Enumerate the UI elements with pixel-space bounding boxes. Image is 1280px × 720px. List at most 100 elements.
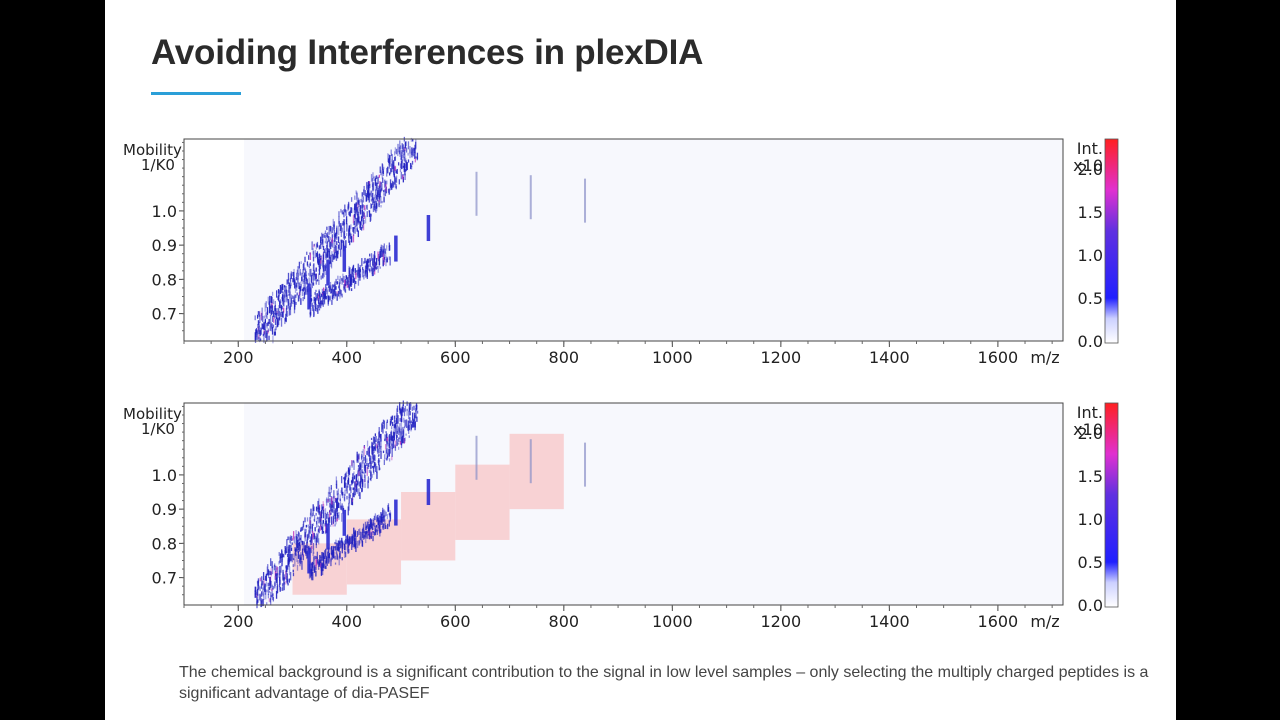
ion-signal bbox=[320, 509, 323, 519]
ion-signal bbox=[387, 448, 389, 456]
ion-signal bbox=[383, 191, 385, 195]
ion-signal bbox=[393, 415, 396, 423]
ion-signal bbox=[316, 293, 318, 299]
ion-signal bbox=[340, 226, 342, 230]
ion-signal bbox=[375, 189, 377, 195]
ion-signal bbox=[362, 196, 365, 203]
ion-signal bbox=[390, 183, 393, 188]
ion-signal bbox=[327, 295, 330, 303]
ion-signal bbox=[306, 551, 308, 559]
ion-signal bbox=[346, 495, 348, 500]
ion-signal bbox=[360, 472, 362, 481]
ion-signal bbox=[354, 212, 356, 220]
ion-signal bbox=[338, 511, 340, 520]
ion-signal bbox=[383, 243, 385, 250]
ion-signal bbox=[288, 282, 290, 286]
ion-signal bbox=[390, 438, 392, 446]
ion-signal bbox=[330, 524, 332, 527]
ion-signal bbox=[312, 257, 315, 262]
ion-signal bbox=[351, 267, 354, 271]
ion-signal bbox=[259, 577, 261, 582]
ion-signal bbox=[330, 289, 333, 294]
ion-signal bbox=[323, 296, 325, 303]
ion-signal bbox=[298, 538, 300, 545]
ion-signal bbox=[404, 437, 406, 443]
ion-signal bbox=[319, 244, 322, 249]
ion-signal bbox=[271, 561, 273, 569]
ion-signal bbox=[400, 408, 402, 415]
ion-signal bbox=[296, 269, 299, 274]
ion-signal bbox=[360, 198, 362, 203]
ion-signal bbox=[369, 457, 371, 464]
ion-signal bbox=[354, 481, 356, 487]
ion-signal bbox=[370, 213, 372, 221]
ion-signal bbox=[404, 173, 406, 181]
ion-signal bbox=[366, 211, 368, 218]
ion-signal bbox=[387, 188, 390, 193]
ion-signal bbox=[285, 550, 288, 554]
ion-signal bbox=[380, 529, 382, 533]
x-tick-label: 600 bbox=[440, 348, 471, 367]
ion-signal bbox=[345, 539, 347, 545]
ion-signal bbox=[387, 503, 390, 511]
ion-signal bbox=[306, 517, 309, 522]
ion-signal bbox=[394, 179, 397, 188]
ion-signal bbox=[357, 203, 359, 209]
plot-background-left bbox=[184, 139, 244, 341]
ion-signal bbox=[389, 512, 391, 518]
ion-signal bbox=[314, 292, 316, 295]
ion-signal bbox=[287, 272, 290, 281]
ion-signal bbox=[262, 587, 264, 595]
ion-signal bbox=[379, 467, 381, 471]
ion-signal bbox=[291, 542, 293, 545]
ion-signal bbox=[329, 510, 331, 513]
ion-signal bbox=[323, 268, 325, 272]
ion-signal bbox=[344, 204, 346, 212]
ion-signal bbox=[372, 258, 374, 266]
ion-signal bbox=[409, 149, 411, 159]
ion-signal bbox=[333, 288, 336, 296]
ion-signal bbox=[416, 152, 419, 160]
ion-signal bbox=[312, 571, 314, 581]
ion-signal bbox=[290, 294, 292, 304]
ion-signal bbox=[275, 590, 278, 599]
isolation-window bbox=[509, 433, 564, 510]
ion-signal bbox=[384, 188, 387, 197]
ion-signal bbox=[363, 456, 365, 461]
ion-signal bbox=[377, 200, 380, 207]
ion-signal bbox=[378, 448, 380, 453]
ion-signal bbox=[369, 260, 371, 267]
ion-signal bbox=[372, 192, 374, 201]
ion-signal bbox=[378, 460, 381, 463]
ion-signal bbox=[285, 316, 287, 321]
ion-signal bbox=[342, 212, 344, 215]
ion-signal bbox=[389, 446, 391, 454]
ion-signal bbox=[372, 268, 374, 276]
ion-signal bbox=[330, 504, 332, 509]
ion-signal bbox=[315, 273, 317, 280]
ion-signal bbox=[260, 312, 263, 320]
ion-signal bbox=[286, 305, 288, 310]
ion-signal bbox=[361, 209, 364, 219]
ion-signal bbox=[403, 438, 405, 444]
ion-signal bbox=[363, 261, 365, 264]
ion-signal bbox=[312, 248, 314, 255]
ion-signal bbox=[369, 268, 371, 272]
ion-signal bbox=[315, 289, 317, 293]
ion-signal bbox=[287, 290, 289, 296]
ion-signal bbox=[304, 517, 306, 523]
ion-signal bbox=[326, 511, 329, 515]
ion-signal bbox=[330, 260, 332, 268]
ion-signal bbox=[354, 195, 356, 200]
ion-signal bbox=[326, 291, 328, 295]
ion-signal bbox=[400, 153, 403, 161]
ion-signal bbox=[260, 593, 263, 597]
ion-signal bbox=[346, 223, 348, 232]
ion-signal bbox=[266, 307, 269, 316]
ion-signal bbox=[336, 501, 338, 510]
ion-signal bbox=[266, 325, 268, 329]
heatmap-bottom-svg: 200 400 600 800 1000 1200 1400 1600 m/z0.70.80.9… bbox=[123, 400, 1119, 631]
ion-signal bbox=[304, 528, 306, 538]
ion-signal bbox=[402, 165, 404, 168]
ion-signal bbox=[320, 519, 322, 527]
